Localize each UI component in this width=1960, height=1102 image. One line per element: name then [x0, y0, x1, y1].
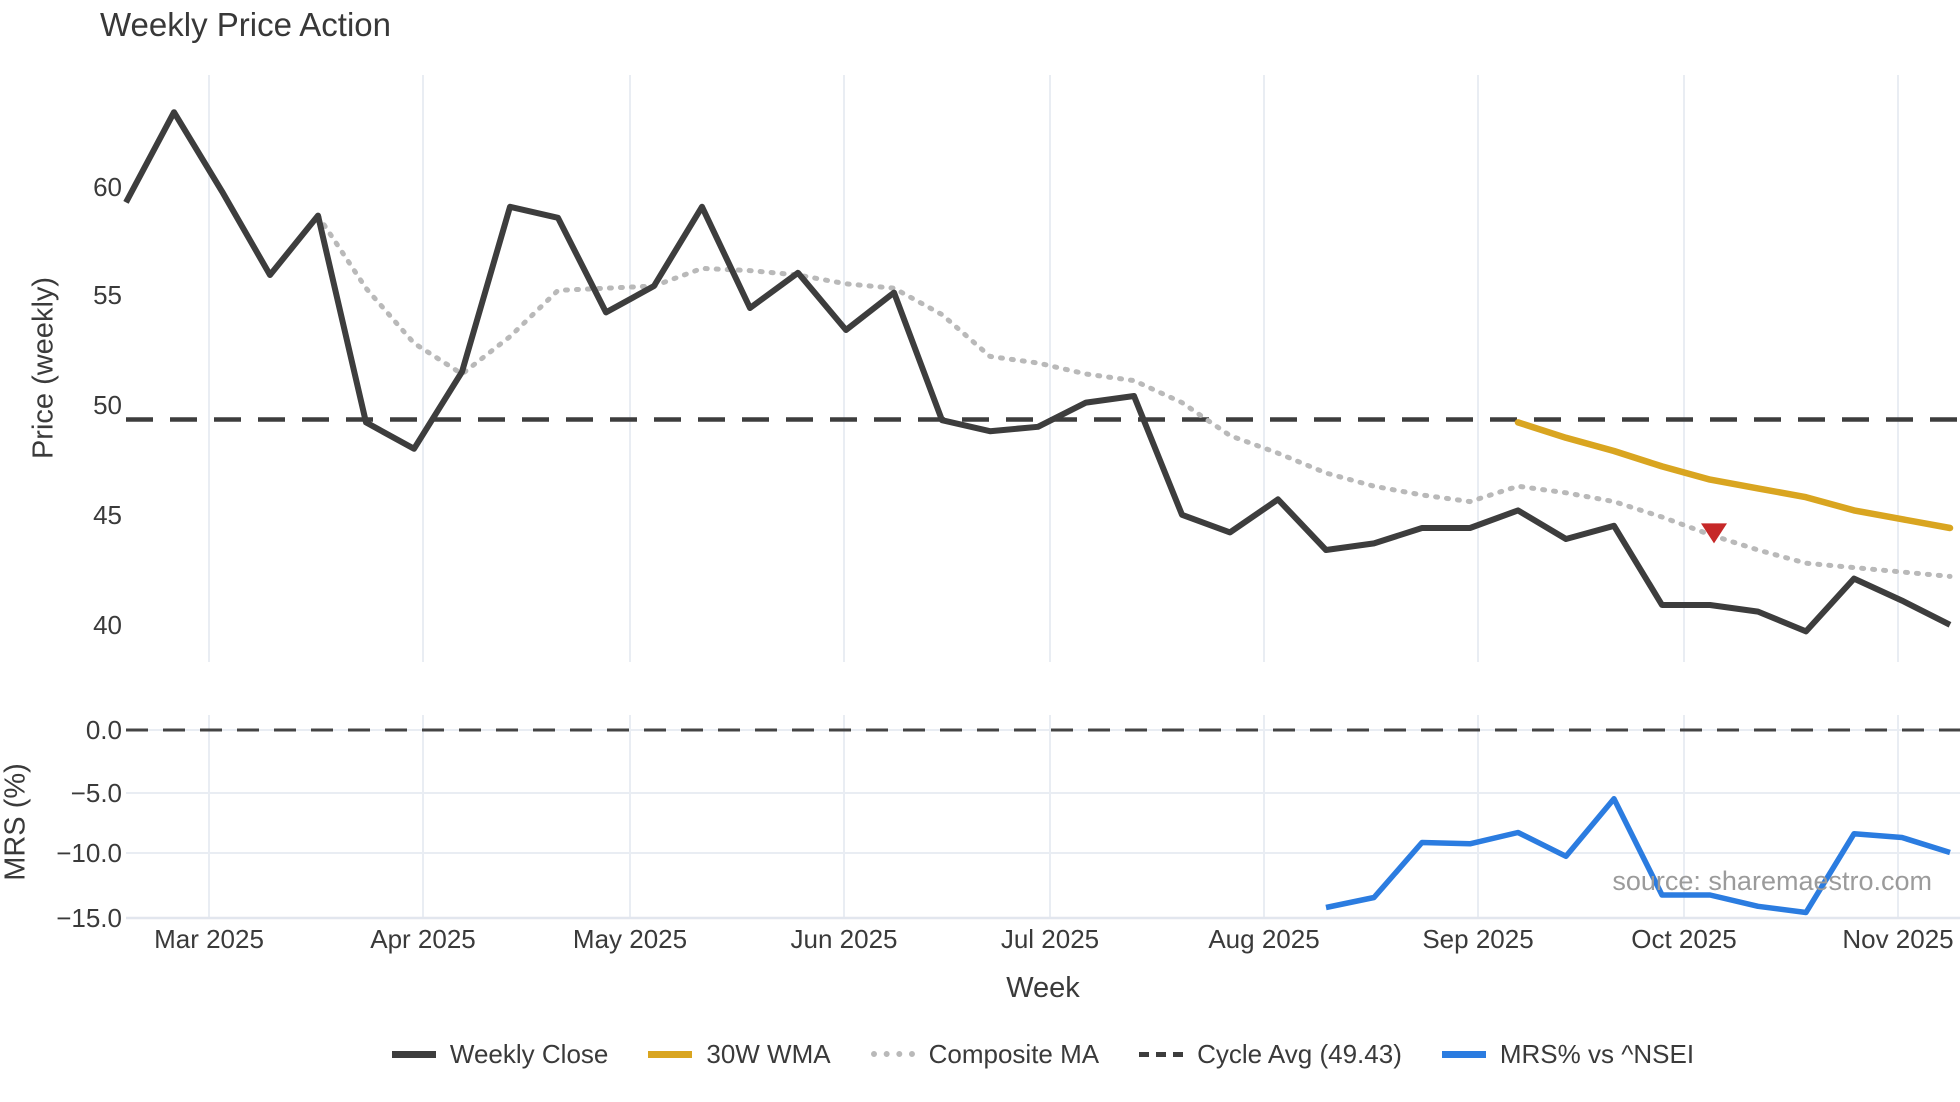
legend-swatch-dotted-icon: [870, 1051, 915, 1057]
legend-item: Composite MA: [870, 1038, 1100, 1070]
x-tick: Oct 2025: [1631, 924, 1737, 954]
x-axis-label: Week: [1006, 972, 1080, 1004]
x-tick: Jul 2025: [1000, 924, 1100, 954]
x-tick: Aug 2025: [1208, 924, 1320, 954]
legend-item: Weekly Close: [391, 1038, 609, 1070]
x-tick: Sep 2025: [1422, 924, 1534, 954]
wma-30w-line: [1514, 419, 1954, 532]
source-watermark: source: sharemaestro.com: [1612, 866, 1932, 896]
mrs-y-tick: −10.0: [56, 838, 122, 868]
x-tick: May 2025: [572, 924, 688, 954]
legend: Weekly Close 30W WMA Composite MA Cycle Avg…: [126, 1030, 1960, 1078]
legend-item: 30W WMA: [648, 1038, 831, 1070]
mrs-line: [1325, 796, 1951, 916]
legend-item-label: 30W WMA: [706, 1038, 831, 1069]
legend-item: MRS% vs ^NSEI: [1441, 1038, 1695, 1070]
legend-item-label: Weekly Close: [449, 1038, 609, 1069]
mrs-y-tick: −5.0: [70, 778, 122, 808]
x-tick: Apr 2025: [370, 924, 476, 954]
mrs-y-tick: −15.0: [56, 903, 122, 933]
price-y-tick: 40: [93, 610, 122, 640]
legend-swatch-dashed-icon: [1139, 1051, 1184, 1057]
x-tick: Jun 2025: [790, 924, 898, 954]
price-y-tick: 45: [93, 500, 122, 530]
legend-swatch-solid-icon: [391, 1050, 436, 1058]
legend-swatch-solid-icon: [648, 1050, 693, 1058]
x-tick: Nov 2025: [1842, 924, 1954, 954]
weekly-close-line: [123, 109, 1952, 635]
legend-swatch-solid-icon: [1441, 1050, 1486, 1058]
legend-item: Cycle Avg (49.43): [1139, 1039, 1402, 1070]
price-y-tick: 55: [93, 280, 122, 310]
composite-ma-line: [315, 213, 1953, 579]
price-y-tick: 50: [93, 390, 122, 420]
mrs-y-tick: 0.0: [85, 715, 122, 745]
legend-item-label: Composite MA: [928, 1038, 1100, 1069]
chart-title: Weekly Price Action: [100, 6, 392, 43]
legend-item-label: MRS% vs ^NSEI: [1499, 1038, 1695, 1069]
x-axis-label-wrap: Week: [126, 972, 1960, 1005]
signal-triangle-marker: [1701, 523, 1727, 544]
legend-item-label: Cycle Avg (49.43): [1197, 1038, 1402, 1069]
price-y-tick: 60: [93, 172, 122, 202]
x-tick: Mar 2025: [154, 924, 264, 954]
